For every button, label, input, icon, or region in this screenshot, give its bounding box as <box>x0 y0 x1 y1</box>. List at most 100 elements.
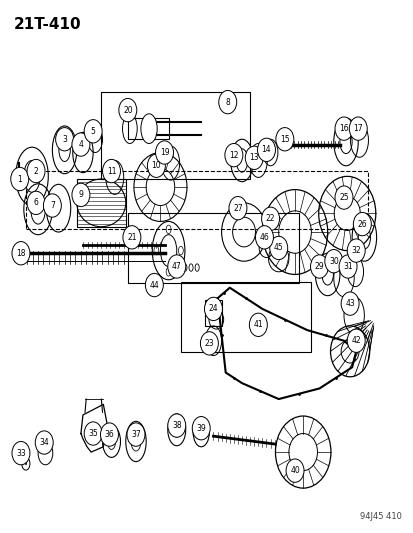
Circle shape <box>353 213 370 236</box>
Text: 29: 29 <box>314 262 323 271</box>
Circle shape <box>228 197 246 220</box>
Ellipse shape <box>140 114 157 143</box>
Text: 37: 37 <box>131 430 140 439</box>
Circle shape <box>334 117 352 140</box>
Circle shape <box>200 332 218 355</box>
Text: 21T-410: 21T-410 <box>14 17 81 33</box>
Bar <box>128 118 168 139</box>
Circle shape <box>257 138 275 161</box>
Circle shape <box>12 241 30 265</box>
Text: 7: 7 <box>50 201 55 210</box>
Circle shape <box>249 313 267 336</box>
Circle shape <box>261 207 279 230</box>
Text: 43: 43 <box>344 299 354 308</box>
Circle shape <box>204 297 222 320</box>
Circle shape <box>218 91 236 114</box>
Text: 38: 38 <box>171 421 181 430</box>
Bar <box>205 300 221 326</box>
Text: 12: 12 <box>228 151 238 160</box>
Text: 94J45 410: 94J45 410 <box>359 512 401 521</box>
Circle shape <box>310 255 328 278</box>
Text: 46: 46 <box>259 233 269 242</box>
Text: 18: 18 <box>16 249 26 258</box>
Text: 30: 30 <box>328 257 338 265</box>
Circle shape <box>12 441 30 465</box>
Text: 10: 10 <box>151 161 161 170</box>
Text: 47: 47 <box>171 262 181 271</box>
Circle shape <box>347 329 364 352</box>
Circle shape <box>244 146 263 169</box>
Text: 17: 17 <box>353 124 362 133</box>
Text: 36: 36 <box>104 430 114 439</box>
Text: 6: 6 <box>33 198 38 207</box>
Text: 11: 11 <box>107 166 116 175</box>
Bar <box>128 214 299 284</box>
Circle shape <box>285 459 303 482</box>
Text: 24: 24 <box>208 304 218 313</box>
Text: 33: 33 <box>16 449 26 458</box>
Text: 3: 3 <box>62 135 67 144</box>
Circle shape <box>347 239 364 262</box>
Text: 44: 44 <box>149 280 159 289</box>
Circle shape <box>340 292 358 316</box>
Circle shape <box>119 99 136 122</box>
Circle shape <box>145 273 163 297</box>
Circle shape <box>55 127 74 151</box>
Text: 40: 40 <box>290 466 299 475</box>
Circle shape <box>275 127 293 151</box>
Text: 19: 19 <box>159 148 169 157</box>
Circle shape <box>224 143 242 167</box>
Bar <box>26 171 368 229</box>
Text: 39: 39 <box>196 424 206 433</box>
Text: 42: 42 <box>351 336 360 345</box>
Circle shape <box>334 186 352 209</box>
Text: 23: 23 <box>204 339 214 348</box>
Circle shape <box>100 423 118 446</box>
Circle shape <box>72 133 90 156</box>
Text: 20: 20 <box>123 106 132 115</box>
Circle shape <box>349 117 366 140</box>
Circle shape <box>84 119 102 143</box>
Circle shape <box>123 225 140 249</box>
Text: 45: 45 <box>273 244 283 253</box>
Bar <box>180 282 311 352</box>
Text: 41: 41 <box>253 320 263 329</box>
Text: 32: 32 <box>351 246 360 255</box>
Circle shape <box>167 414 185 437</box>
Circle shape <box>127 423 145 446</box>
Text: 22: 22 <box>265 214 275 223</box>
Circle shape <box>269 236 287 260</box>
Circle shape <box>338 255 356 278</box>
Circle shape <box>255 225 273 249</box>
Text: 4: 4 <box>78 140 83 149</box>
Text: 35: 35 <box>88 429 98 438</box>
Circle shape <box>84 422 102 445</box>
Text: 31: 31 <box>342 262 352 271</box>
Text: 8: 8 <box>225 98 230 107</box>
Circle shape <box>155 141 173 164</box>
Circle shape <box>324 249 342 273</box>
Text: 5: 5 <box>90 127 95 136</box>
Circle shape <box>27 159 45 183</box>
Circle shape <box>102 159 120 183</box>
Text: 15: 15 <box>279 135 289 144</box>
Text: 21: 21 <box>127 233 136 242</box>
Bar <box>77 179 126 227</box>
Circle shape <box>167 255 185 278</box>
Circle shape <box>27 191 45 215</box>
Bar <box>101 92 249 179</box>
Circle shape <box>147 154 165 177</box>
Text: 2: 2 <box>33 166 38 175</box>
Text: 26: 26 <box>357 220 366 229</box>
Circle shape <box>72 183 90 207</box>
Text: 25: 25 <box>338 193 348 202</box>
Text: 13: 13 <box>249 154 259 163</box>
Text: 16: 16 <box>338 124 348 133</box>
Text: 9: 9 <box>78 190 83 199</box>
Text: 27: 27 <box>233 204 242 213</box>
Text: 34: 34 <box>39 438 49 447</box>
Circle shape <box>35 431 53 454</box>
Text: 1: 1 <box>17 174 22 183</box>
Circle shape <box>11 167 28 191</box>
Circle shape <box>43 194 61 217</box>
